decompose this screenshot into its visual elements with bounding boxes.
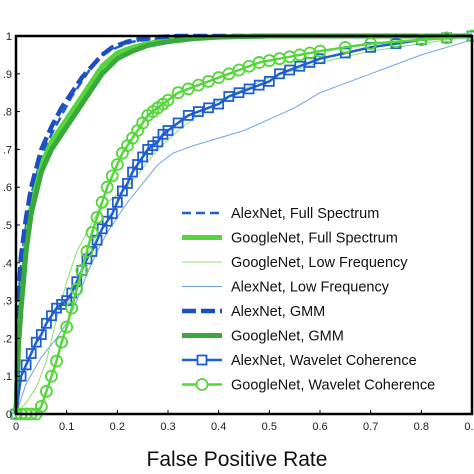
marker-point <box>233 87 245 99</box>
series-line-3 <box>15 39 473 415</box>
legend-background <box>176 198 470 404</box>
marker-point <box>85 226 99 239</box>
y-tick-label: .8 <box>3 107 12 119</box>
marker-point <box>122 178 133 189</box>
legend-label-7: GoogleNet, Wavelet Coherence <box>231 378 435 394</box>
marker-point <box>182 109 194 121</box>
y-tick-label: .2 <box>3 333 12 345</box>
marker-point <box>20 359 32 371</box>
marker-point <box>40 384 53 398</box>
legend-label-5: GoogleNet, GMM <box>231 329 344 345</box>
marker-point <box>364 37 378 50</box>
ticks-layer: 00.10.20.30.40.50.60.70.80.90.1.2.3.4.5.… <box>3 31 474 433</box>
marker-point <box>313 44 327 58</box>
legend-label-3: AlexNet, Low Frequency <box>231 280 390 296</box>
marker-point <box>100 180 114 194</box>
y-tick-label: .5 <box>3 220 12 232</box>
marker-point <box>106 208 118 220</box>
marker-point <box>95 195 109 209</box>
marker-point <box>80 245 94 258</box>
marker-point <box>213 98 225 110</box>
legend-label-6: AlexNet, Wavelet Coherence <box>231 353 417 369</box>
legend-marker <box>196 354 208 366</box>
marker-point <box>105 169 119 183</box>
marker-point <box>161 93 175 107</box>
marker-point <box>172 117 184 129</box>
marker-point <box>90 211 104 224</box>
y-tick-label: .6 <box>3 182 12 194</box>
marker-point <box>75 263 89 277</box>
marker-point <box>35 329 47 341</box>
marker-point <box>50 354 63 368</box>
marker-point <box>314 53 326 65</box>
marker-point <box>274 68 285 80</box>
marker-point <box>65 301 79 315</box>
x-tick-label: 0.2 <box>110 421 125 433</box>
marker-point <box>294 60 306 72</box>
y-tick-label: .1 <box>3 371 12 383</box>
y-tick-label: .3 <box>3 296 12 308</box>
legend-label-0: AlexNet, Full Spectrum <box>231 206 379 222</box>
x-tick-label: 0.6 <box>312 421 327 433</box>
x-axis-label: False Positive Rate <box>147 448 328 471</box>
marker-point <box>45 369 58 383</box>
marker-point <box>111 196 123 208</box>
marker-point <box>338 40 352 54</box>
marker-point <box>263 75 275 87</box>
x-tick-label: 0.4 <box>211 421 226 433</box>
series-3 <box>15 39 473 415</box>
x-tick-label: 0 <box>13 421 19 433</box>
x-tick-label: 0.8 <box>414 421 429 433</box>
marker-point <box>243 83 255 95</box>
marker-point <box>162 125 174 136</box>
x-tick-label: 0.3 <box>160 421 175 433</box>
legend: AlexNet, Full Spectrum GoogleNet, Full Sp… <box>176 198 470 404</box>
marker-point <box>55 335 68 349</box>
y-tick-label: 0 <box>6 409 12 421</box>
y-tick-label: .7 <box>3 144 12 156</box>
x-tick-label: 0.5 <box>262 421 277 433</box>
marker-point <box>440 31 454 45</box>
legend-label-1: GoogleNet, Full Spectrum <box>231 231 398 247</box>
marker-point <box>192 106 204 117</box>
y-tick-label: .9 <box>3 69 12 81</box>
marker-point <box>223 91 235 102</box>
x-tick-label: 0.7 <box>363 421 378 433</box>
y-tick-label: 1 <box>6 31 12 43</box>
marker-point <box>284 64 296 76</box>
marker-point <box>253 79 265 91</box>
marker-point <box>25 348 37 359</box>
marker-point <box>414 33 428 47</box>
y-tick-label: .4 <box>3 258 12 270</box>
x-tick-label: 0.1 <box>59 421 74 433</box>
legend-label-2: GoogleNet, Low Frequency <box>231 255 408 271</box>
marker-point <box>70 282 84 296</box>
x-tick-label: 0.9 <box>464 421 474 433</box>
legend-label-4: AlexNet, GMM <box>231 304 325 320</box>
marker-point <box>60 320 74 334</box>
marker-point <box>110 158 124 171</box>
marker-point <box>203 102 214 114</box>
legend-marker <box>195 378 209 391</box>
marker-point <box>34 400 48 413</box>
